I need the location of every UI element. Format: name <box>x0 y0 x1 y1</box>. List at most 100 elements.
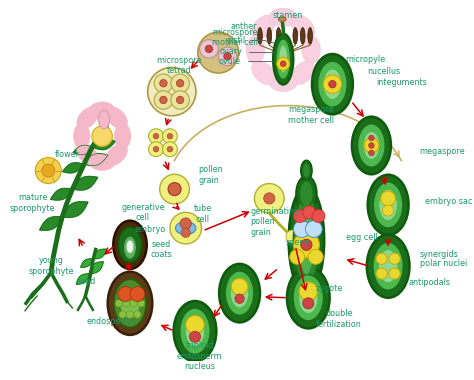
Circle shape <box>163 142 177 157</box>
Ellipse shape <box>246 36 264 64</box>
Ellipse shape <box>279 17 286 22</box>
Text: ovule: ovule <box>219 57 240 66</box>
Text: anther: anther <box>231 22 257 31</box>
Circle shape <box>281 61 286 66</box>
Polygon shape <box>63 163 83 173</box>
Ellipse shape <box>258 28 262 44</box>
Text: stamen: stamen <box>273 11 303 20</box>
Ellipse shape <box>293 28 298 44</box>
Text: pistil: pistil <box>226 36 245 45</box>
Ellipse shape <box>185 316 205 347</box>
Ellipse shape <box>302 36 320 64</box>
Ellipse shape <box>114 123 131 149</box>
Ellipse shape <box>301 160 312 181</box>
Ellipse shape <box>357 124 385 167</box>
Circle shape <box>126 288 134 296</box>
Circle shape <box>312 209 325 223</box>
Circle shape <box>381 191 396 206</box>
Text: generative
cell: generative cell <box>121 203 165 222</box>
Ellipse shape <box>289 187 324 294</box>
Ellipse shape <box>378 250 398 283</box>
Text: polar nuclei: polar nuclei <box>419 259 467 268</box>
Circle shape <box>293 221 310 238</box>
Ellipse shape <box>318 61 347 108</box>
Ellipse shape <box>300 181 313 207</box>
Ellipse shape <box>267 28 272 44</box>
Circle shape <box>154 74 173 93</box>
Circle shape <box>163 129 177 144</box>
Circle shape <box>160 174 190 204</box>
Ellipse shape <box>373 242 403 290</box>
Circle shape <box>160 96 167 104</box>
Text: zygote: zygote <box>316 284 343 293</box>
Circle shape <box>147 68 196 116</box>
Ellipse shape <box>126 240 134 253</box>
Ellipse shape <box>312 54 353 114</box>
Circle shape <box>200 40 218 58</box>
Circle shape <box>376 253 387 264</box>
Circle shape <box>294 234 305 246</box>
Circle shape <box>119 288 126 296</box>
Circle shape <box>180 218 191 229</box>
Text: triploid
endosperm
nucleus: triploid endosperm nucleus <box>177 341 222 371</box>
Ellipse shape <box>175 222 196 234</box>
Ellipse shape <box>99 110 109 129</box>
Ellipse shape <box>293 274 324 321</box>
Ellipse shape <box>367 234 410 298</box>
Polygon shape <box>93 139 115 150</box>
Circle shape <box>167 133 173 139</box>
Ellipse shape <box>363 131 380 159</box>
Text: micropyle: micropyle <box>346 55 385 63</box>
Polygon shape <box>73 176 98 190</box>
Ellipse shape <box>89 154 115 171</box>
Ellipse shape <box>114 279 146 328</box>
Polygon shape <box>83 154 108 166</box>
Ellipse shape <box>269 73 297 92</box>
Circle shape <box>92 126 112 146</box>
Ellipse shape <box>118 227 142 263</box>
Circle shape <box>198 32 238 73</box>
Text: nucellus: nucellus <box>367 67 400 76</box>
Ellipse shape <box>219 264 260 322</box>
Text: microspore
mother cell: microspore mother cell <box>212 28 258 48</box>
Text: germinating
pollen
grain: germinating pollen grain <box>251 207 300 236</box>
Ellipse shape <box>173 301 216 361</box>
Ellipse shape <box>379 189 397 221</box>
Circle shape <box>364 138 379 153</box>
Circle shape <box>148 129 164 144</box>
Text: embryo: embryo <box>135 225 166 234</box>
Circle shape <box>130 287 145 301</box>
Circle shape <box>286 230 299 243</box>
Circle shape <box>235 294 244 303</box>
Text: megaspore
mother cell: megaspore mother cell <box>288 105 334 125</box>
Text: microspore
tetrad: microspore tetrad <box>156 56 202 75</box>
Ellipse shape <box>303 163 310 178</box>
Circle shape <box>171 74 190 93</box>
Circle shape <box>42 164 55 177</box>
Polygon shape <box>93 249 107 259</box>
Circle shape <box>137 299 145 307</box>
Circle shape <box>293 209 306 223</box>
Text: mature
sporophyte: mature sporophyte <box>10 193 55 213</box>
Ellipse shape <box>373 182 403 228</box>
Polygon shape <box>76 274 89 284</box>
Circle shape <box>323 75 342 93</box>
Ellipse shape <box>276 39 291 79</box>
Circle shape <box>389 268 400 279</box>
Text: egg cell: egg cell <box>346 233 378 242</box>
Polygon shape <box>73 145 93 155</box>
Circle shape <box>154 91 173 109</box>
Circle shape <box>369 150 374 156</box>
Circle shape <box>376 268 387 279</box>
Text: seed
coats: seed coats <box>151 240 173 259</box>
Ellipse shape <box>113 221 147 269</box>
Circle shape <box>277 57 290 70</box>
Circle shape <box>389 253 400 264</box>
Circle shape <box>115 299 123 307</box>
Ellipse shape <box>352 117 391 174</box>
Ellipse shape <box>120 288 140 319</box>
Ellipse shape <box>273 33 293 85</box>
Circle shape <box>255 184 284 213</box>
Circle shape <box>290 250 305 264</box>
Ellipse shape <box>293 196 319 284</box>
